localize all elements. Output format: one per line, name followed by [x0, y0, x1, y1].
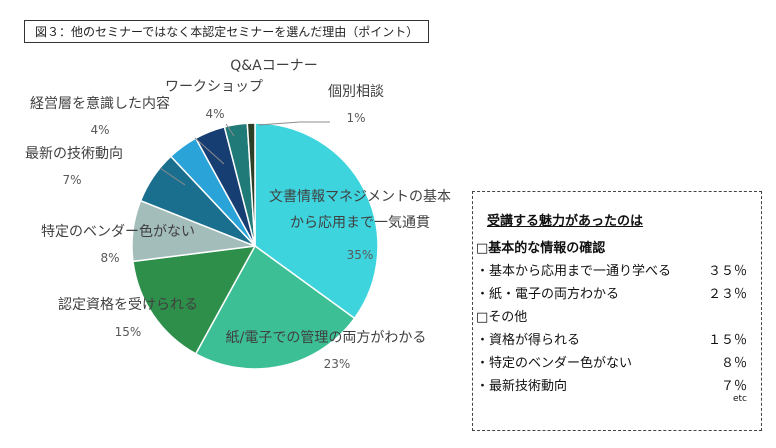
pie-slice	[132, 245, 257, 355]
leader-line	[194, 137, 225, 165]
slice-label: 経営層を意識した内容	[30, 95, 170, 112]
summary-row: ・資格が得られる １５％	[476, 329, 747, 348]
slice-value-label: 7%	[62, 173, 81, 187]
summary-etc: etc	[732, 394, 747, 404]
summary-heading: 受講する魅力があったのは	[487, 214, 644, 229]
summary-row: ・最新技術動向 ７％	[476, 375, 747, 394]
slice-label: Q&Aコーナー	[230, 58, 318, 74]
summary-row: ・基本から応用まで一通り学べる ３５％	[476, 260, 747, 279]
slice-value-label: 1%	[346, 111, 365, 125]
summary-row-label: ・特定のベンダー色がない	[476, 356, 633, 371]
pie-slice	[246, 122, 256, 247]
slice-value-label: 35%	[347, 248, 374, 262]
slice-value-label: 4%	[205, 107, 224, 121]
summary-section-other: □その他	[476, 310, 528, 325]
summary-section-basic: □基本的な情報の確認	[476, 241, 606, 256]
summary-row: ・特定のベンダー色がない ８％	[476, 352, 747, 371]
slice-value-label: 23%	[324, 357, 351, 371]
pie-slice	[254, 122, 379, 320]
summary-row-label: ・資格が得られる	[476, 333, 581, 348]
summary-row: ・紙・電子の両方わかる ２３％	[476, 283, 747, 302]
summary-row-label: ・基本から応用まで一通り学べる	[476, 264, 672, 279]
slice-value-label: 8%	[100, 251, 119, 265]
slice-label: 認定資格を受けられる	[58, 297, 198, 313]
slice-label: ワークショップ	[165, 79, 263, 95]
summary-row-label: ・紙・電子の両方わかる	[476, 287, 620, 302]
leader-line	[225, 123, 235, 137]
slice-label: 文書情報マネジメントの基本	[269, 188, 451, 205]
leader-line	[159, 167, 186, 186]
summary-row-percent: ２３％	[707, 287, 747, 302]
slice-value-label: 15%	[115, 325, 142, 339]
leader-line	[257, 121, 330, 126]
slice-value-label: 4%	[90, 123, 109, 137]
slice-label: 最新の技術動向	[25, 146, 123, 162]
summary-box: 受講する魅力があったのは □基本的な情報の確認 ・基本から応用まで一通り学べる …	[472, 191, 762, 431]
slice-label: 特定のベンダー色がない	[41, 223, 195, 240]
slice-label: 紙/電子での管理の両方がわかる	[226, 330, 427, 346]
slice-label: から応用まで一気通貫	[290, 215, 430, 231]
summary-row-percent: ８％	[720, 356, 747, 371]
summary-row-percent: ３５％	[707, 264, 747, 279]
summary-row-label: ・最新技術動向	[476, 379, 568, 394]
slice-label: 個別相談	[328, 84, 384, 100]
summary-row-percent: ７％	[720, 379, 747, 394]
pie-slice	[194, 244, 356, 370]
summary-row-percent: １５％	[707, 333, 747, 348]
chart-title: 図３：他のセミナーではなく本認定セミナーを選んだ理由（ポイント）	[24, 20, 430, 43]
